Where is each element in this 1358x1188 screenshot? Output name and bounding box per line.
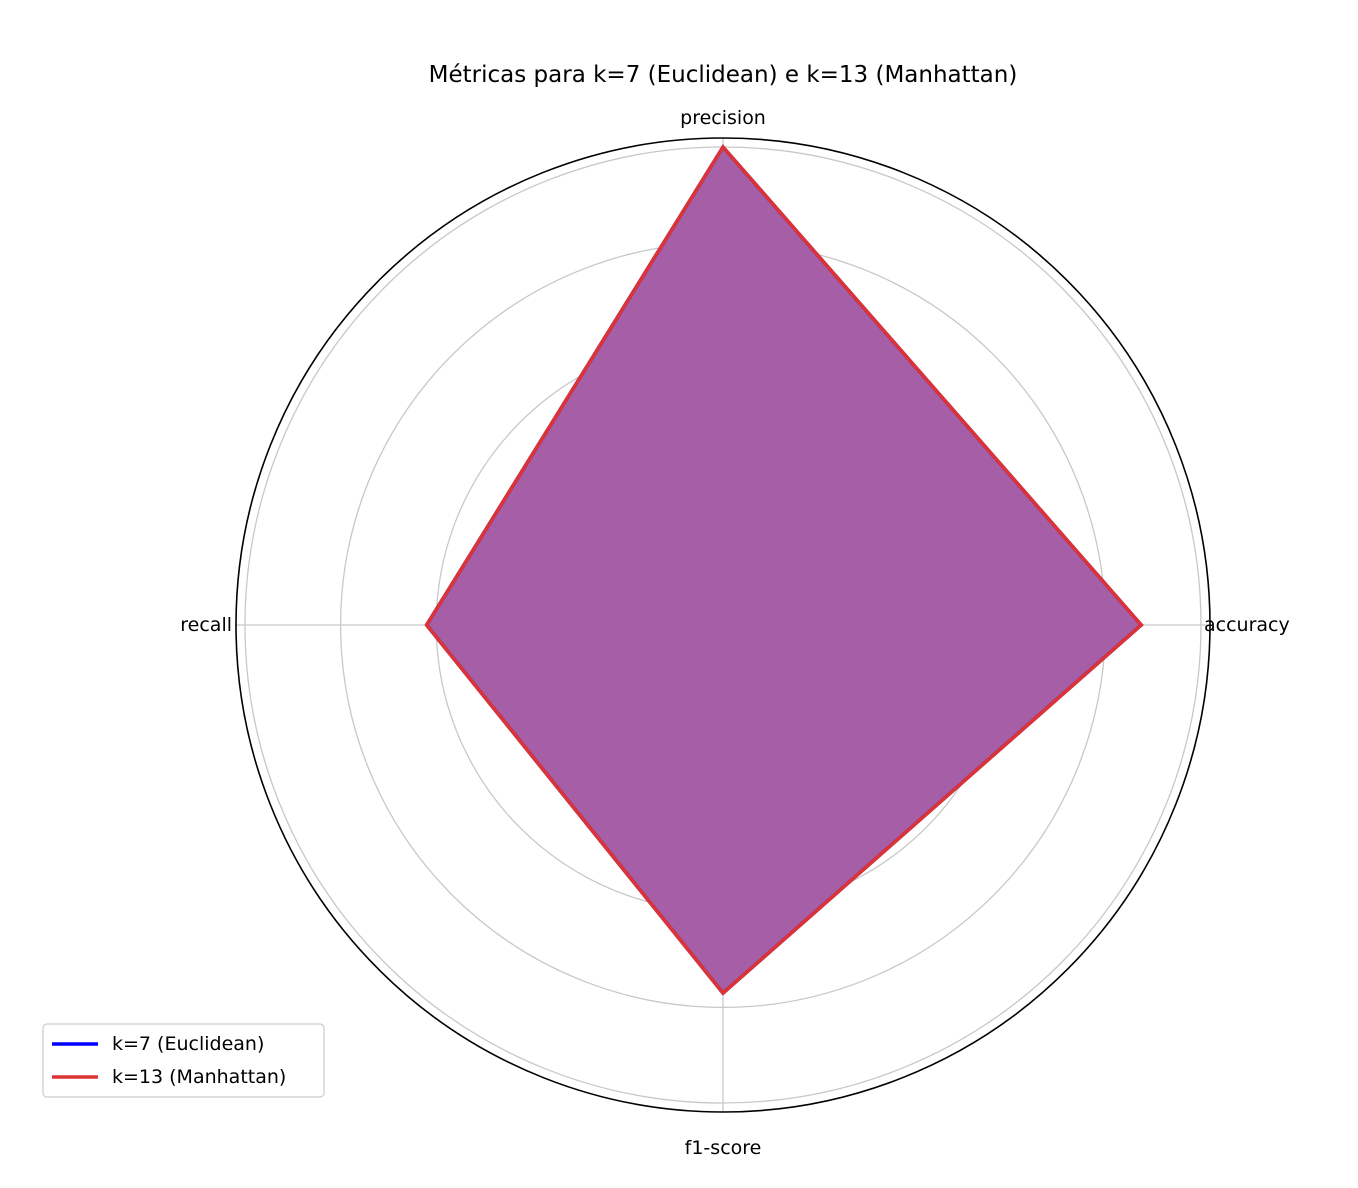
radar-outer-frame <box>235 137 1211 1113</box>
series-point-1-0 <box>1139 623 1143 627</box>
axis-labels: accuracy precision recall f1-score <box>180 107 1289 1159</box>
series-point-1-1 <box>721 145 725 149</box>
chart-title: Métricas para k=7 (Euclidean) e k=13 (Ma… <box>429 62 1018 88</box>
legend-frame <box>42 1023 325 1098</box>
axis-label-accuracy: accuracy <box>1204 614 1290 636</box>
axis-label-recall: recall <box>180 614 232 636</box>
legend: k=7 (Euclidean) k=13 (Manhattan) <box>42 1023 325 1098</box>
series-fills <box>426 147 1142 994</box>
series-point-1-3 <box>721 991 725 995</box>
legend-label-euclidean: k=7 (Euclidean) <box>112 1033 264 1055</box>
series-point-1-2 <box>425 623 429 627</box>
series-lines <box>424 144 1144 996</box>
legend-label-manhattan: k=13 (Manhattan) <box>112 1066 286 1088</box>
axis-label-f1-score: f1-score <box>685 1137 762 1159</box>
axis-label-precision: precision <box>680 107 766 129</box>
series-fill-1 <box>426 147 1142 994</box>
